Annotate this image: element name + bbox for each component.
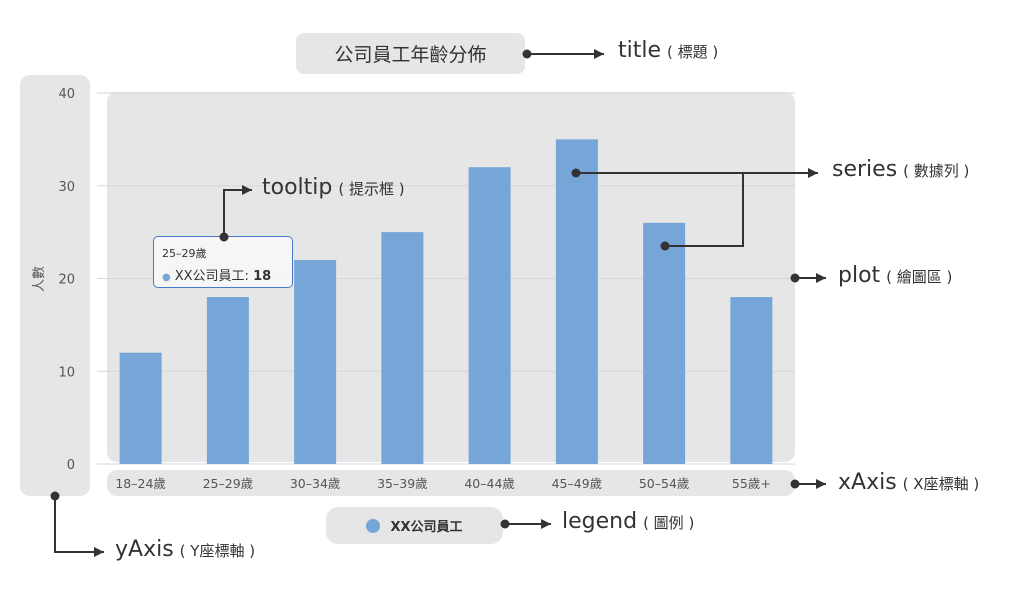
x-tick-label: 18–24歲 xyxy=(115,476,166,491)
series-branch-dot-icon xyxy=(660,241,670,251)
xaxis-arrow-dot-icon xyxy=(790,479,800,489)
yaxis-arrow-dot-icon xyxy=(50,491,60,501)
x-tick-label: 25–29歲 xyxy=(203,476,254,491)
tooltip-arrow-dot-icon xyxy=(219,232,229,242)
annotation-sub: ( Y座標軸 ) xyxy=(179,542,256,560)
annotation-plot: plot ( 繪圖區 ) xyxy=(838,263,952,288)
tooltip-value: 18 xyxy=(253,269,272,284)
bar xyxy=(119,352,162,464)
bar xyxy=(730,297,773,464)
annotation-title: title ( 標題 ) xyxy=(618,38,718,63)
x-tick-label: 40–44歲 xyxy=(464,476,515,491)
annotation-sub: ( 繪圖區 ) xyxy=(886,268,953,286)
tooltip-series: XX公司員工 xyxy=(174,269,245,284)
series-arrow-dot-icon xyxy=(571,168,581,178)
tooltip: 25–29歲 ● XX公司員工: 18 xyxy=(153,236,293,288)
annotation-main: series xyxy=(832,157,898,182)
plot-arrow-arrowhead-icon xyxy=(816,273,826,283)
tooltip-category: 25–29歲 xyxy=(162,247,207,260)
bar xyxy=(555,139,598,464)
annotation-sub: ( 標題 ) xyxy=(667,43,719,61)
y-tick-label: 20 xyxy=(58,273,75,288)
legend-arrow-arrowhead-icon xyxy=(541,519,551,529)
x-tick-label: 50–54歲 xyxy=(639,476,690,491)
x-tick-label: 35–39歲 xyxy=(377,476,428,491)
annotation-main: title xyxy=(618,38,662,63)
x-tick-label: 45–49歲 xyxy=(552,476,603,491)
annotation-sub: ( 圖例 ) xyxy=(643,514,695,532)
annotation-sub: ( X座標軸 ) xyxy=(902,475,980,493)
annotation-main: plot xyxy=(838,263,881,288)
annotation-tooltip: tooltip ( 提示框 ) xyxy=(262,175,405,200)
xaxis-highlight xyxy=(107,470,795,496)
tooltip-arrow-line xyxy=(223,189,252,237)
legend-marker-icon xyxy=(366,518,381,533)
yaxis-highlight xyxy=(20,75,90,496)
annotation-sub: ( 數據列 ) xyxy=(903,162,970,180)
title-arrow-arrowhead-icon xyxy=(594,49,604,59)
x-tick-label: 30–34歲 xyxy=(290,476,341,491)
annotation-xaxis: xAxis ( X座標軸 ) xyxy=(838,470,979,495)
annotation-main: yAxis xyxy=(115,537,174,562)
x-tick-label: 55歲+ xyxy=(732,476,771,491)
yaxis-arrow-arrowhead-icon xyxy=(94,547,104,557)
y-tick-label: 30 xyxy=(58,180,75,195)
yaxis-arrow-line xyxy=(54,496,104,553)
annotation-legend: legend ( 圖例 ) xyxy=(562,509,694,534)
annotation-sub: ( 提示框 ) xyxy=(338,180,405,198)
bar xyxy=(643,222,686,464)
tooltip-dot-icon: ● xyxy=(162,272,171,283)
annotation-main: legend xyxy=(562,509,638,534)
y-axis-title: 人數 xyxy=(32,266,47,292)
y-tick-label: 40 xyxy=(58,87,75,102)
annotation-main: xAxis xyxy=(838,470,897,495)
bar xyxy=(468,167,511,464)
legend-arrow-dot-icon xyxy=(500,519,510,529)
annotation-main: tooltip xyxy=(262,175,333,200)
title-arrow-dot-icon xyxy=(522,49,532,59)
legend[interactable]: XX公司員工 xyxy=(326,507,503,544)
chart-title: 公司員工年齡分佈 xyxy=(296,33,525,74)
series-arrow-branch-line xyxy=(665,173,744,247)
xaxis-arrow-arrowhead-icon xyxy=(816,479,826,489)
bar xyxy=(294,259,337,464)
y-tick-label: 0 xyxy=(67,458,75,473)
annotation-yaxis: yAxis ( Y座標軸 ) xyxy=(115,537,255,562)
plot-arrow-dot-icon xyxy=(790,273,800,283)
bar xyxy=(206,297,249,464)
annotation-series: series ( 數據列 ) xyxy=(832,157,969,182)
tooltip-arrow-arrowhead-icon xyxy=(242,185,252,195)
bar xyxy=(381,232,424,464)
legend-label: XX公司員工 xyxy=(390,520,463,535)
series-arrow-arrowhead-icon xyxy=(808,168,818,178)
y-tick-label: 10 xyxy=(58,365,75,380)
